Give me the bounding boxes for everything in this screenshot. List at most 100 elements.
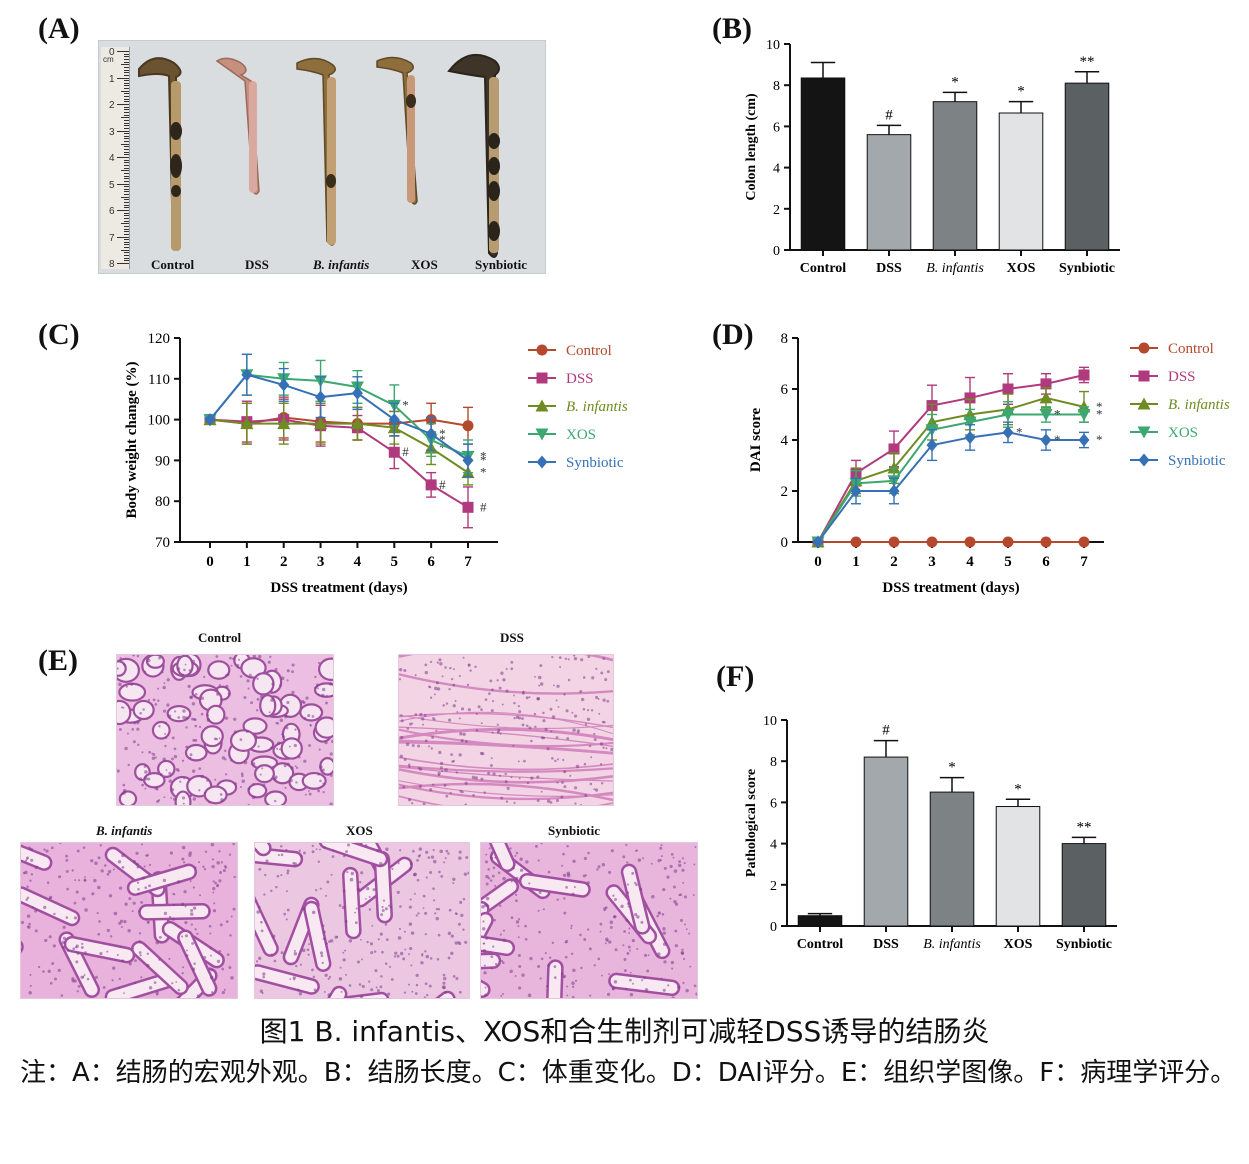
nucleus (34, 909, 38, 913)
nucleus (584, 723, 588, 726)
panel-letter-d: (D) (712, 318, 754, 351)
nucleus (494, 884, 497, 887)
nucleus (84, 876, 86, 878)
ruler-tick (124, 180, 129, 182)
nucleus (443, 861, 446, 864)
nucleus (404, 948, 407, 951)
nucleus (322, 937, 326, 941)
nucleus (324, 740, 328, 745)
nucleus (302, 701, 306, 705)
ruler-tick (124, 149, 129, 151)
nucleus (277, 854, 280, 857)
nucleus (75, 960, 79, 964)
nucleus (146, 853, 149, 857)
nucleus (519, 868, 524, 872)
nucleus (695, 992, 697, 996)
nucleus (414, 674, 417, 677)
nucleus (561, 781, 564, 784)
nucleus (302, 906, 306, 911)
villus (481, 930, 516, 957)
nucleus (71, 977, 75, 981)
nucleus (483, 971, 487, 975)
nucleus (108, 894, 113, 898)
nucleus (457, 922, 461, 926)
nucleus (90, 859, 94, 863)
nucleus (406, 727, 410, 730)
nucleus (164, 732, 167, 735)
nucleus (164, 736, 168, 739)
nucleus (77, 984, 81, 988)
crypt (229, 729, 257, 752)
nucleus (122, 788, 127, 793)
nucleus (30, 873, 34, 876)
nucleus (296, 988, 300, 992)
nucleus (286, 700, 290, 705)
ruler-tick (124, 202, 129, 204)
nucleus (291, 670, 294, 674)
legend-label: DSS (566, 371, 594, 387)
ruler-tick (117, 263, 129, 264)
nucleus (432, 849, 435, 852)
nucleus (147, 658, 151, 663)
nucleus (390, 978, 394, 981)
significance-mark: * (951, 74, 959, 90)
nucleus (167, 884, 170, 886)
nucleus (225, 684, 229, 689)
nucleus (432, 783, 435, 786)
nucleus (29, 984, 32, 987)
nucleus (251, 795, 256, 800)
nucleus (385, 847, 389, 851)
nucleus (269, 655, 272, 659)
nucleus (58, 875, 62, 879)
nucleus (397, 862, 400, 865)
nucleus (148, 863, 152, 866)
nucleus (584, 793, 588, 798)
nucleus (480, 722, 483, 725)
nucleus (44, 938, 48, 943)
nucleus (359, 994, 364, 998)
nucleus (627, 905, 630, 908)
nucleus (484, 860, 489, 864)
nucleus (606, 939, 609, 942)
nucleus (434, 912, 437, 915)
nucleus (230, 759, 233, 762)
nucleus (452, 759, 455, 763)
nucleus (486, 904, 490, 908)
series-line (817, 431, 1084, 543)
nucleus (154, 756, 157, 759)
nucleus (673, 869, 678, 873)
nucleus (208, 924, 212, 928)
nucleus (138, 951, 142, 954)
nucleus (465, 855, 469, 859)
nucleus (218, 879, 222, 883)
nucleus (566, 985, 569, 988)
nucleus (409, 862, 413, 866)
nucleus (65, 916, 69, 919)
nucleus (179, 780, 182, 783)
nucleus (379, 932, 383, 936)
nucleus (97, 932, 101, 936)
nucleus (218, 737, 221, 740)
x-tick-label: 1 (852, 554, 860, 570)
data-point (462, 420, 474, 432)
nucleus (671, 996, 675, 998)
villus (302, 985, 348, 998)
nucleus (270, 746, 273, 749)
nucleus (442, 981, 446, 985)
ruler-tick (124, 114, 129, 116)
nucleus (162, 878, 167, 883)
nucleus (168, 779, 173, 783)
villus (394, 990, 456, 998)
nucleus (220, 861, 224, 864)
nucleus (674, 902, 679, 906)
ruler-tick (124, 178, 129, 180)
nucleus (458, 990, 462, 994)
nucleus (225, 674, 228, 677)
nucleus (264, 873, 267, 877)
nucleus (580, 803, 582, 805)
nucleus (339, 966, 342, 969)
nucleus (203, 955, 207, 960)
nucleus (240, 772, 244, 776)
nucleus (170, 797, 173, 799)
x-tick-label: 7 (464, 554, 472, 570)
